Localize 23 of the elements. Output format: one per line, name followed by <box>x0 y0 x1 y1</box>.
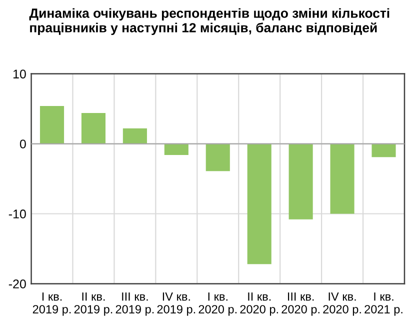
bar <box>206 144 230 172</box>
x-tick-label: II кв. 2020 р. <box>240 292 278 316</box>
bar <box>40 106 64 144</box>
bar <box>81 112 106 144</box>
bar <box>330 144 354 214</box>
bar <box>372 144 396 158</box>
x-tick-label: IV кв. 2020 р. <box>323 292 361 316</box>
x-tick-label: II кв. 2019 р. <box>74 292 112 316</box>
y-tick-label: -20 <box>8 280 26 288</box>
x-tick-label: IV кв. 2019 р. <box>157 292 196 316</box>
bar <box>164 144 188 155</box>
y-tick-label: 10 <box>13 70 26 78</box>
chart-title: Динаміка очікувань респондентів щодо зміни кількості працівників у наступні 12 місяців, баланс відповідей <box>29 8 390 36</box>
y-tick-label: -10 <box>8 210 26 218</box>
x-tick-label: III кв. 2020 р. <box>282 292 320 316</box>
bar <box>288 144 313 220</box>
x-tick-label: III кв. 2019 р. <box>116 292 154 316</box>
x-tick-label: I кв. 2019 р. <box>32 292 71 316</box>
y-tick-label: 0 <box>20 140 26 148</box>
x-tick-label: I кв. 2021 р. <box>364 292 402 316</box>
bar <box>122 128 147 144</box>
bar <box>247 144 272 264</box>
x-tick-label: I кв. 2020 р. <box>198 292 236 316</box>
